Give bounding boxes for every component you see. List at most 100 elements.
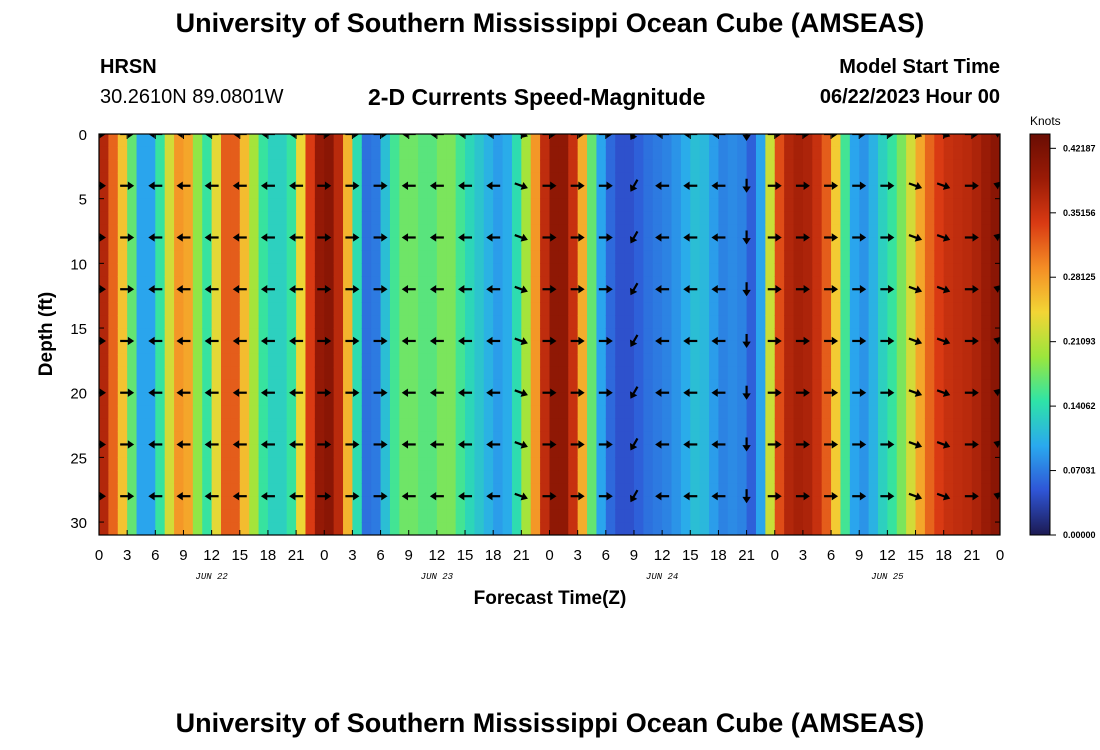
heat-cell <box>587 522 598 535</box>
heat-cell <box>793 444 804 458</box>
heat-cell <box>136 496 147 510</box>
heat-cell <box>183 457 194 471</box>
heat-cell <box>774 289 785 303</box>
heat-cell <box>859 470 870 484</box>
heat-cell <box>934 405 945 420</box>
heat-cell <box>389 224 400 239</box>
heat-cell <box>418 224 429 239</box>
heat-cell <box>718 211 729 226</box>
heat-cell <box>380 444 391 458</box>
heat-cell <box>427 457 438 471</box>
current-arrow <box>655 336 670 346</box>
heat-cell <box>549 134 560 148</box>
heat-cell <box>530 328 541 342</box>
heat-cell <box>305 146 316 161</box>
heat-cell <box>709 237 720 252</box>
heat-cell <box>483 444 494 458</box>
heat-cell <box>840 379 851 394</box>
heat-cell <box>408 198 419 213</box>
heat-cell <box>389 146 400 161</box>
current-arrow <box>204 388 219 397</box>
heat-cell <box>577 457 588 471</box>
heat-cell <box>136 172 147 187</box>
heat-cell <box>465 211 476 226</box>
heat-cell <box>962 289 973 303</box>
heat-cell <box>230 431 241 446</box>
heat-cell <box>887 289 898 303</box>
heat-cell <box>389 237 400 252</box>
heat-cell <box>230 263 241 277</box>
heat-cell <box>915 146 926 161</box>
heat-cell <box>643 237 654 252</box>
heat-cell <box>943 353 954 368</box>
heat-cell <box>633 340 644 355</box>
heat-cell <box>680 250 691 264</box>
heat-cell <box>877 224 888 239</box>
current-arrow <box>742 489 751 504</box>
heat-cell <box>793 353 804 368</box>
heat-cell <box>286 509 297 523</box>
heat-cell <box>652 522 663 535</box>
heat-cell <box>709 198 720 213</box>
heat-cell <box>643 159 654 174</box>
heat-cell <box>962 509 973 523</box>
heat-cell <box>108 146 119 161</box>
heat-cell <box>324 276 335 290</box>
heat-cell <box>568 172 579 187</box>
heat-cell <box>709 392 720 407</box>
heat-cell <box>896 340 907 355</box>
heat-cell <box>164 431 175 446</box>
heat-cell <box>953 392 964 407</box>
heat-cell <box>183 237 194 252</box>
heat-cell <box>671 224 682 239</box>
heat-cell <box>690 224 701 239</box>
heat-cell <box>699 418 710 433</box>
heat-cell <box>549 198 560 213</box>
heat-cell <box>493 444 504 458</box>
heat-cell <box>831 328 842 342</box>
heat-cell <box>371 211 382 226</box>
heat-cell <box>615 250 626 264</box>
heat-cell <box>624 134 635 148</box>
heat-cell <box>202 353 213 368</box>
heat-cell <box>127 159 138 174</box>
heat-cell <box>127 289 138 303</box>
heat-cell <box>436 509 447 523</box>
heat-cell <box>474 496 485 510</box>
heat-cell <box>286 418 297 433</box>
heat-cell <box>230 289 241 303</box>
heat-cell <box>127 315 138 329</box>
heat-cell <box>624 172 635 187</box>
heat-cell <box>699 263 710 277</box>
heat-cell <box>408 418 419 433</box>
heat-cell <box>924 237 935 252</box>
heat-cell <box>568 470 579 484</box>
heat-cell <box>671 405 682 420</box>
heat-cell <box>709 302 720 316</box>
heat-cell <box>352 509 363 523</box>
heat-cell <box>981 509 992 523</box>
heat-cell <box>155 198 166 213</box>
heat-cell <box>418 159 429 174</box>
current-arrow <box>655 181 670 190</box>
heat-cell <box>812 483 823 497</box>
heat-cell <box>418 418 429 433</box>
heat-cell <box>267 444 278 458</box>
heat-cell <box>690 379 701 394</box>
heat-cell <box>709 457 720 471</box>
heat-cell <box>427 366 438 381</box>
heat-cell <box>183 340 194 355</box>
heat-cell <box>633 483 644 497</box>
heat-cell <box>136 444 147 458</box>
heat-cell <box>915 134 926 148</box>
heat-cell <box>493 276 504 290</box>
heat-cell <box>896 250 907 264</box>
heat-cell <box>906 289 917 303</box>
heat-cell <box>483 328 494 342</box>
heat-cell <box>859 237 870 252</box>
heat-cell <box>455 159 466 174</box>
heat-cell <box>324 418 335 433</box>
heat-cell <box>267 379 278 394</box>
heat-cell <box>455 276 466 290</box>
heat-cell <box>549 185 560 200</box>
